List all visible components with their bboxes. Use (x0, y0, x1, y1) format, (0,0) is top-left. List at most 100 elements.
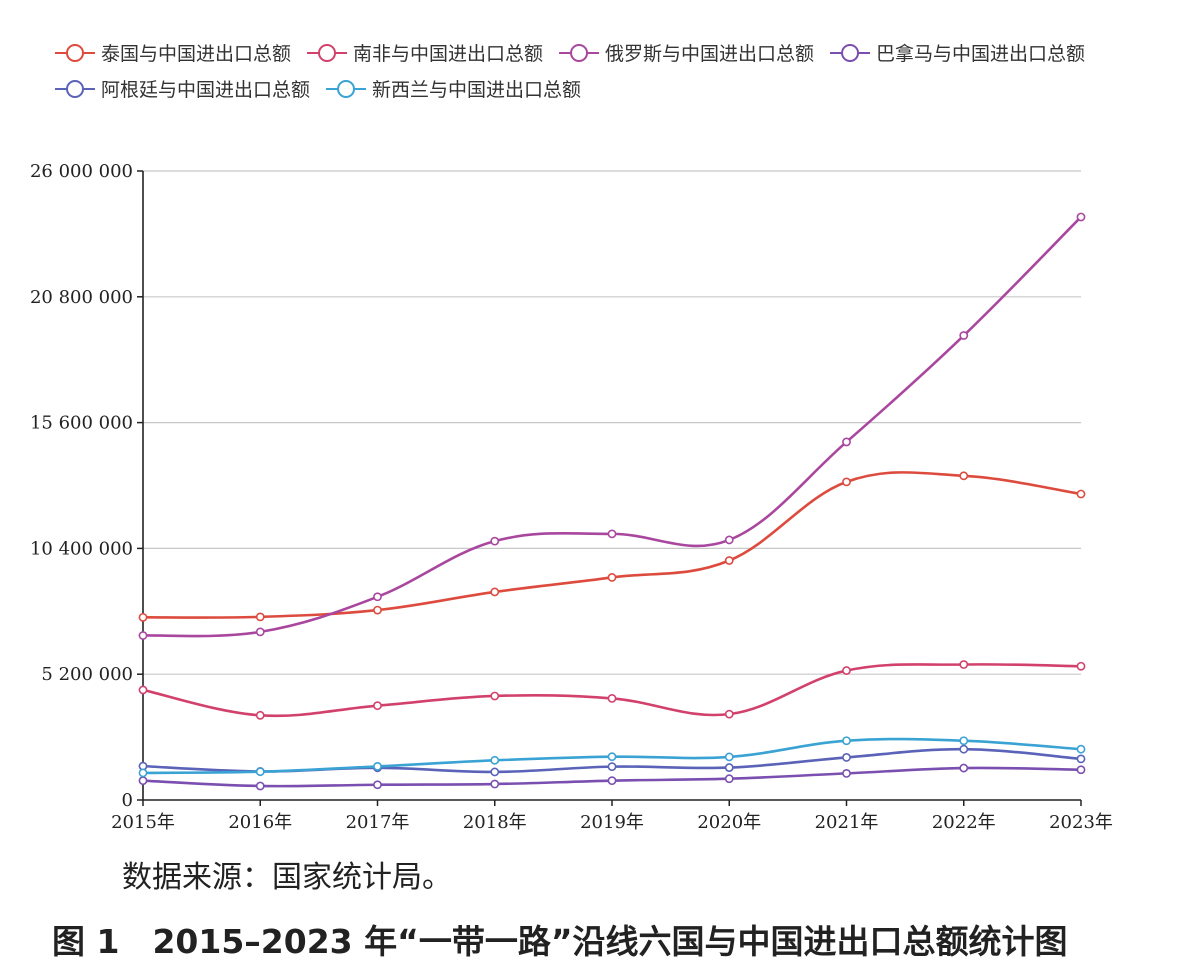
legend-item: 阿根廷与中国进出口总额 (55, 79, 310, 101)
source-note: 数据来源：国家统计局。 (122, 860, 452, 895)
legend-label: 南非与中国进出口总额 (353, 43, 543, 65)
legend-label: 阿根廷与中国进出口总额 (101, 79, 310, 101)
data-point (373, 761, 382, 771)
data-point (255, 627, 265, 637)
data-point (255, 781, 265, 791)
data-point (842, 437, 851, 447)
y-tick-label: 15 600 000 (30, 413, 133, 434)
data-point (959, 471, 969, 481)
series-line (142, 471, 1082, 619)
data-point (373, 605, 382, 615)
x-tick-label: 2015年 (111, 812, 175, 833)
data-point (959, 744, 969, 754)
data-point (959, 736, 969, 746)
series-5 (138, 736, 1086, 778)
data-point (607, 529, 617, 539)
series-line (142, 663, 1082, 718)
data-point (1076, 489, 1086, 499)
y-tick-label: 10 400 000 (30, 538, 133, 559)
axes (142, 171, 1081, 801)
y-tick-label: 20 800 000 (30, 287, 133, 308)
data-point (724, 752, 734, 762)
data-point (607, 762, 617, 772)
legend-marker (318, 44, 337, 62)
data-point (1076, 661, 1086, 671)
data-point (724, 535, 734, 545)
legend-item: 新西兰与中国进出口总额 (326, 79, 581, 101)
legend-label: 新西兰与中国进出口总额 (372, 79, 581, 101)
line-chart: 泰国与中国进出口总额 南非与中国进出口总额 俄罗斯与中国进出口总额 巴拿马与中国进出口… (30, 42, 1113, 833)
data-point (842, 753, 851, 762)
legend-marker (841, 44, 860, 62)
data-point (959, 660, 969, 669)
data-point (490, 691, 500, 701)
data-point (724, 774, 734, 784)
data-point (255, 612, 265, 622)
data-point (373, 592, 382, 602)
legend-item: 巴拿马与中国进出口总额 (830, 42, 1085, 65)
data-point (607, 776, 617, 786)
x-axis-ticks: 2015年 2016年 2017年 2018年 2019年 2020年 2021年 2022年… (111, 800, 1113, 833)
series-line (142, 216, 1082, 638)
data-point (255, 767, 265, 777)
data-point (1076, 754, 1086, 764)
y-tick-label: 26 000 000 (30, 161, 133, 182)
figure-caption: 图 1 2015–2023 年“一带一路”沿线六国与中国进出口总额统计图 (52, 922, 1068, 961)
x-tick-label: 2022年 (932, 812, 996, 833)
data-point (1076, 212, 1086, 222)
data-point (1076, 744, 1086, 754)
data-point (490, 587, 500, 597)
data-point (724, 763, 734, 772)
data-point (138, 631, 148, 640)
x-tick-label: 2023年 (1049, 812, 1113, 833)
x-tick-label: 2021年 (815, 812, 879, 833)
x-tick-label: 2020年 (697, 812, 761, 833)
series-1 (138, 660, 1086, 720)
y-tick-label: 5 200 000 (41, 664, 133, 685)
x-tick-label: 2016年 (228, 812, 292, 833)
y-tick-label: 0 (122, 790, 133, 811)
data-point (959, 763, 969, 773)
legend-label: 泰国与中国进出口总额 (101, 43, 291, 65)
data-point (607, 693, 617, 703)
data-point (490, 779, 500, 789)
data-point (1076, 765, 1086, 775)
x-tick-label: 2017年 (346, 812, 410, 833)
data-point (255, 710, 265, 720)
legend-label: 俄罗斯与中国进出口总额 (605, 43, 814, 65)
legend-item: 俄罗斯与中国进出口总额 (559, 43, 814, 65)
data-point (490, 755, 500, 765)
data-point (138, 612, 148, 622)
legend-label: 巴拿马与中国进出口总额 (876, 42, 1085, 65)
data-point (607, 573, 617, 582)
data-point (724, 556, 734, 565)
legend-item: 南非与中国进出口总额 (307, 43, 543, 65)
legend-marker (337, 80, 356, 98)
series-0 (138, 471, 1086, 622)
data-point (842, 477, 851, 487)
series-3 (138, 763, 1086, 791)
series-group (138, 212, 1086, 791)
legend-marker (66, 80, 84, 98)
data-point (842, 666, 851, 675)
data-point (138, 768, 148, 778)
y-axis-ticks: 0 5 200 000 10 400 000 15 600 000 20 800 000… (30, 161, 143, 811)
data-point (373, 701, 382, 711)
legend-item: 泰国与中国进出口总额 (55, 43, 291, 65)
data-point (490, 767, 500, 777)
x-tick-label: 2019年 (580, 812, 644, 833)
data-point (842, 768, 851, 778)
legend: 泰国与中国进出口总额 南非与中国进出口总额 俄罗斯与中国进出口总额 巴拿马与中国进出口… (55, 42, 1085, 101)
data-point (138, 776, 148, 786)
legend-marker (66, 44, 84, 62)
data-point (138, 685, 148, 695)
data-point (490, 536, 500, 546)
data-point (959, 331, 969, 340)
grid-lines (143, 170, 1081, 675)
legend-marker (570, 44, 589, 62)
x-tick-label: 2018年 (463, 812, 527, 833)
data-point (724, 709, 734, 719)
data-point (842, 736, 851, 746)
series-2 (138, 212, 1086, 640)
data-point (607, 752, 617, 762)
